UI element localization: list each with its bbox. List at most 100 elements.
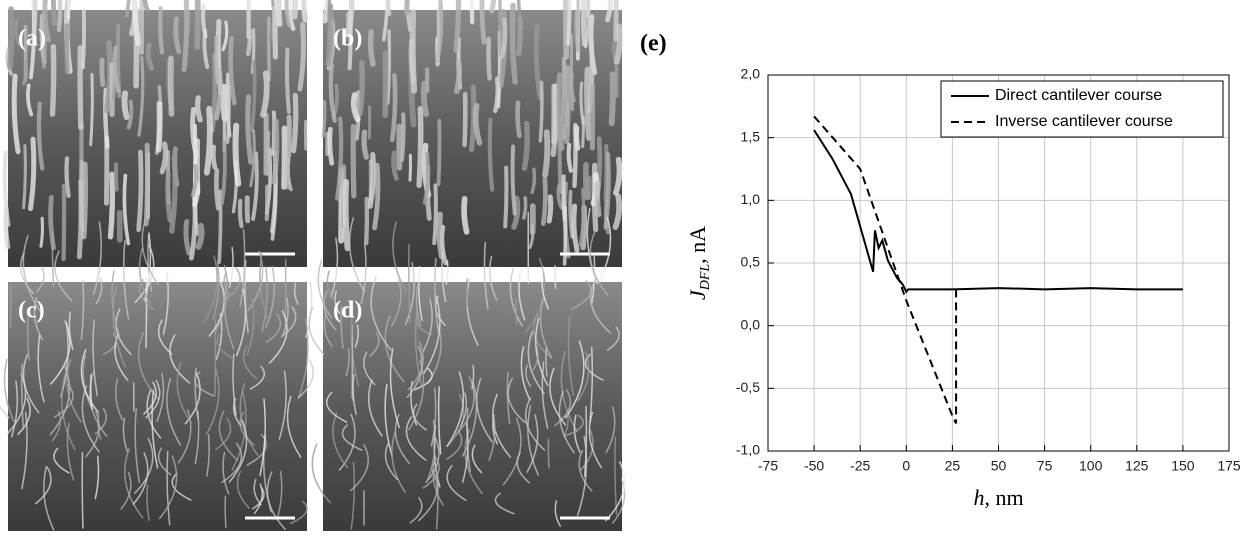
sem-texture (53, 0, 54, 24)
sem-texture (413, 12, 414, 90)
sem-texture (323, 102, 325, 137)
sem-texture (186, 222, 189, 254)
x-label-symbol: h (973, 485, 984, 510)
x-tick-label: -75 (758, 458, 778, 474)
sem-texture (67, 25, 68, 72)
y-tick-label: -1,0 (736, 442, 760, 458)
sem-texture (583, 0, 584, 44)
y-label-unit: , nA (685, 226, 710, 264)
panel-label: (b) (333, 26, 362, 52)
y-tick-label: 1,0 (741, 191, 761, 207)
sem-texture (134, 0, 138, 43)
sem-texture (489, 39, 490, 78)
sem-texture (439, 121, 440, 184)
sem-texture (434, 185, 436, 243)
x-tick-label: 100 (1079, 458, 1103, 474)
sem-texture (287, 49, 289, 111)
sem-texture (168, 174, 170, 220)
sem-texture (59, 0, 60, 30)
sem-texture (295, 0, 296, 16)
sem-texture (160, 8, 162, 52)
sem-texture (456, 0, 459, 51)
sem-texture (294, 96, 296, 151)
sem-texture (577, 12, 579, 50)
sem-texture (228, 85, 230, 142)
sem-texture (216, 37, 218, 83)
sem-texture (548, 439, 549, 468)
panel-label: (e) (640, 31, 667, 57)
sem-texture (360, 63, 362, 113)
sem-texture (215, 319, 216, 395)
sem-texture (567, 68, 568, 142)
sem-texture (608, 0, 611, 20)
sem-texture (569, 145, 571, 171)
panel-label: (d) (333, 298, 362, 324)
sem-texture (545, 132, 547, 175)
sem-texture (198, 226, 201, 247)
x-tick-label: 75 (1037, 458, 1053, 474)
sem-texture (371, 32, 373, 64)
sem-texture (518, 103, 520, 136)
x-tick-label: 50 (991, 458, 1007, 474)
sem-texture (268, 132, 269, 175)
sem-texture (67, 158, 69, 195)
sem-texture (304, 0, 306, 20)
sem-texture (424, 84, 426, 114)
sem-texture (82, 453, 83, 528)
sem-texture (176, 19, 179, 52)
sem-texture (543, 180, 545, 224)
sem-texture (439, 215, 442, 257)
sem-texture (364, 132, 366, 157)
sem-texture (5, 153, 9, 225)
sem-texture (83, 10, 84, 67)
sem-texture (203, 6, 206, 36)
y-axis-label: JDFL, nA (685, 226, 713, 300)
legend-label: Direct cantilever course (995, 87, 1162, 104)
sem-texture (274, 121, 277, 182)
x-tick-label: 125 (1125, 458, 1149, 474)
sem-texture (464, 199, 467, 232)
sem-texture (41, 218, 43, 246)
sem-texture (402, 114, 403, 159)
sem-texture (583, 117, 584, 146)
sem-texture (159, 104, 160, 150)
sem-texture (110, 174, 112, 237)
sem-texture (116, 164, 117, 189)
sem-texture (574, 206, 577, 250)
sem-texture (171, 58, 172, 114)
sem-texture (273, 113, 274, 154)
sem-texture (524, 124, 527, 169)
sem-texture (144, 0, 147, 10)
x-tick-label: -25 (850, 458, 870, 474)
sem-texture (223, 87, 225, 119)
sem-texture (560, 117, 561, 193)
sem-texture (519, 19, 520, 54)
sem-texture (366, 199, 367, 243)
sem-texture (187, 13, 188, 36)
y-tick-label: -0,5 (736, 379, 760, 395)
sem-texture (465, 94, 466, 145)
y-tick-label: 2,0 (741, 66, 761, 82)
sem-texture (406, 0, 408, 13)
x-label-unit: , nm (984, 485, 1023, 510)
sem-texture (79, 181, 81, 256)
sem-texture (278, 0, 279, 24)
sem-texture (457, 62, 460, 91)
x-tick-label: 0 (902, 458, 910, 474)
sem-texture (516, 299, 517, 325)
sem-texture (513, 146, 515, 213)
sem-texture (540, 82, 542, 140)
sem-texture (419, 109, 421, 186)
sem-texture (586, 165, 587, 197)
sem-texture (549, 197, 551, 221)
sem-texture (410, 155, 411, 180)
y-tick-label: 0,5 (741, 254, 761, 270)
sem-texture (328, 6, 331, 64)
sem-texture (213, 147, 215, 167)
sem-texture (146, 145, 147, 224)
sem-texture (284, 128, 285, 187)
sem-images: (a)(b)(c)(d) (0, 0, 625, 531)
sem-texture (10, 9, 11, 66)
